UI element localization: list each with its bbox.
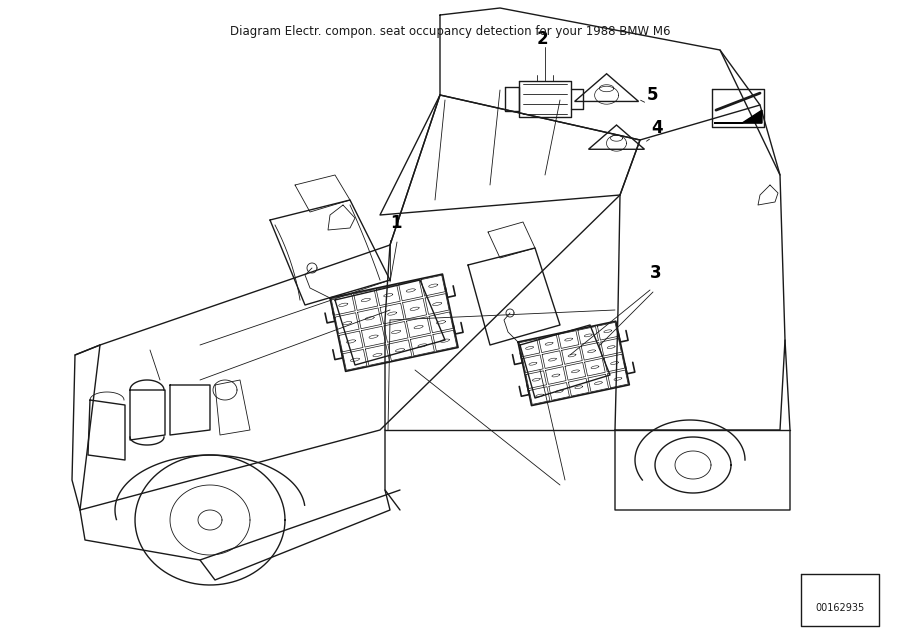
Polygon shape xyxy=(714,110,762,123)
Text: 4: 4 xyxy=(652,119,663,137)
Text: 1: 1 xyxy=(390,214,401,232)
Text: 3: 3 xyxy=(650,264,662,282)
Text: 00162935: 00162935 xyxy=(815,603,865,613)
Text: 5: 5 xyxy=(646,86,658,104)
Text: 2: 2 xyxy=(536,30,548,48)
Text: Diagram Electr. compon. seat occupancy detection for your 1988 BMW M6: Diagram Electr. compon. seat occupancy d… xyxy=(230,25,670,38)
